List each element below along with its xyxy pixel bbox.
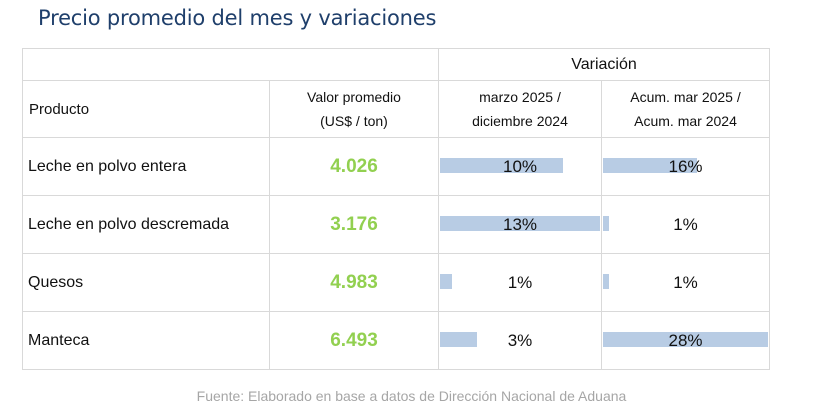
product-name: Leche en polvo descremada [22, 195, 270, 254]
accum-header-line1: Acum. mar 2025 / [630, 89, 741, 105]
monthly-header-line2: diciembre 2024 [472, 113, 568, 129]
monthly-variation-header: marzo 2025 / diciembre 2024 [438, 80, 602, 138]
price-variation-table: Variación Producto Valor promedio (US$ /… [22, 48, 771, 370]
monthly-variation-cell: 10% [438, 137, 602, 196]
monthly-variation-bar [440, 331, 477, 347]
monthly-variation-cell: 3% [438, 311, 602, 370]
accum-header-line2: Acum. mar 2024 [634, 113, 737, 129]
page-title: Precio promedio del mes y variaciones [38, 6, 437, 30]
variation-header: Variación [437, 48, 771, 81]
monthly-variation-bar [440, 157, 563, 173]
accumulated-variation-value: 28% [668, 330, 703, 350]
product-column-header: Producto [22, 80, 270, 138]
accumulated-variation-cell: 28% [600, 311, 771, 370]
monthly-variation-cell: 13% [438, 195, 602, 254]
average-value: 6.493 [269, 311, 439, 370]
average-value: 4.983 [269, 253, 439, 312]
accumulated-variation-header: Acum. mar 2025 / Acum. mar 2024 [600, 80, 771, 138]
table-row: Quesos 4.983 1% 1% [22, 253, 771, 312]
monthly-variation-bar [440, 273, 452, 289]
monthly-variation-value: 1% [507, 272, 533, 292]
source-note: Fuente: Elaborado en base a datos de Dir… [196, 388, 627, 404]
table-row: Manteca 6.493 3% 28% [22, 311, 771, 370]
value-header-line2: (US$ / ton) [320, 113, 388, 129]
accumulated-variation-value: 1% [673, 214, 698, 234]
accumulated-variation-bar [603, 331, 768, 347]
table-row: Leche en polvo entera 4.026 10% 16% [22, 137, 771, 196]
product-name: Leche en polvo entera [22, 137, 270, 196]
table-row: Leche en polvo descremada 3.176 13% 1% [22, 195, 771, 254]
accumulated-variation-bar [603, 157, 697, 173]
monthly-variation-value: 10% [502, 156, 538, 176]
monthly-header-line1: marzo 2025 / [479, 89, 561, 105]
value-column-header: Valor promedio (US$ / ton) [269, 80, 439, 138]
accumulated-variation-value: 16% [668, 156, 703, 176]
accumulated-variation-bar [603, 273, 609, 289]
monthly-variation-cell: 1% [438, 253, 602, 312]
accumulated-variation-cell: 16% [600, 137, 771, 196]
accumulated-variation-cell: 1% [600, 253, 771, 312]
product-name: Manteca [22, 311, 270, 370]
monthly-variation-value: 13% [502, 214, 538, 234]
average-value: 4.026 [269, 137, 439, 196]
accumulated-variation-bar [603, 215, 609, 231]
accumulated-variation-cell: 1% [600, 195, 771, 254]
accumulated-variation-value: 1% [673, 272, 698, 292]
monthly-variation-value: 3% [507, 330, 533, 350]
average-value: 3.176 [269, 195, 439, 254]
monthly-variation-bar [440, 215, 600, 231]
empty-header-cell [22, 48, 439, 81]
product-name: Quesos [22, 253, 270, 312]
value-header-line1: Valor promedio [307, 89, 401, 105]
